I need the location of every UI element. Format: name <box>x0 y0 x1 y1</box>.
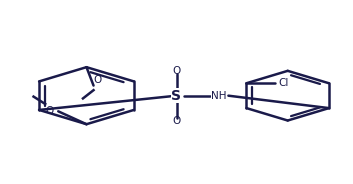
Text: NH: NH <box>211 91 227 101</box>
Text: O: O <box>93 75 101 85</box>
Text: O: O <box>45 106 54 116</box>
Text: O: O <box>172 66 181 76</box>
Text: O: O <box>172 116 181 125</box>
Text: S: S <box>172 89 181 103</box>
Text: Cl: Cl <box>278 78 288 88</box>
